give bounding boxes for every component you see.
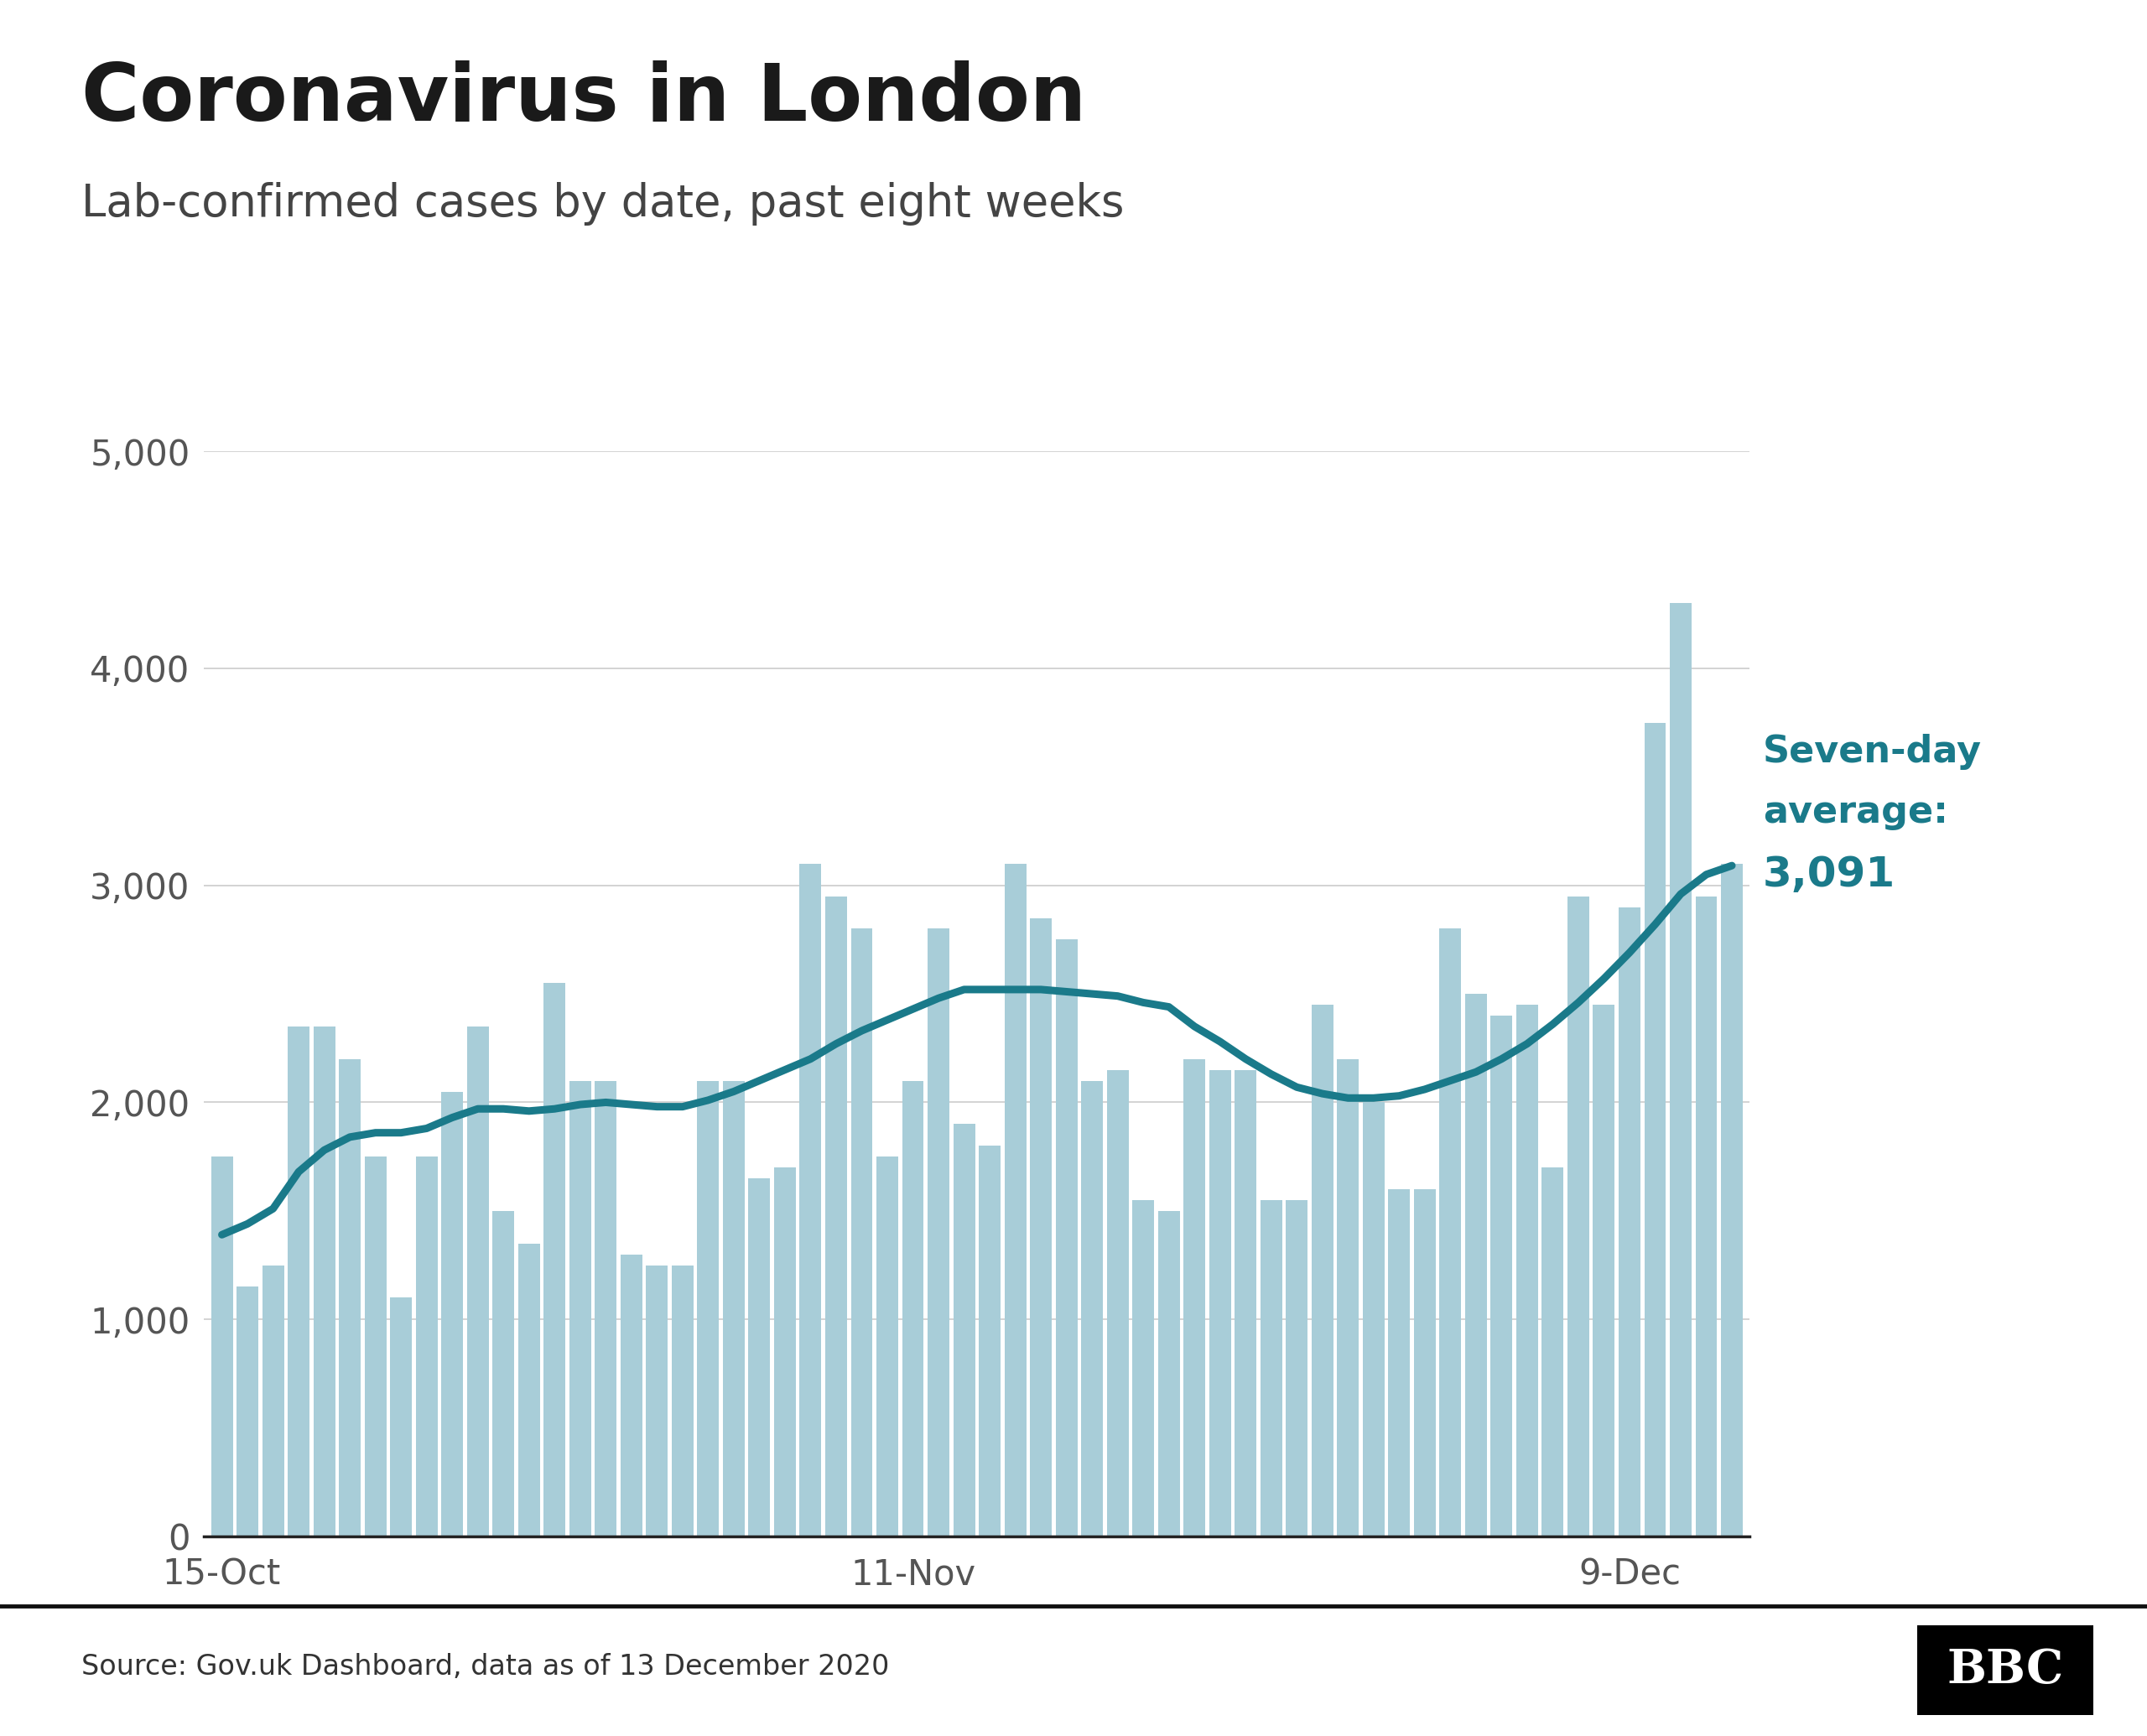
Bar [442,1092,464,1536]
Bar [850,929,872,1536]
Bar [1389,1189,1411,1536]
Bar [1490,1016,1511,1536]
Bar [1131,1200,1155,1536]
Bar [1438,929,1462,1536]
Bar [1082,1080,1104,1536]
Text: Coronavirus in London: Coronavirus in London [82,61,1086,137]
Bar [1415,1189,1436,1536]
Text: Seven-day: Seven-day [1763,733,1982,769]
Bar [391,1299,412,1536]
Bar [646,1266,668,1536]
Bar [1338,1059,1359,1536]
Bar [928,929,949,1536]
Bar [1235,1069,1256,1536]
Bar [749,1179,771,1536]
Bar [417,1156,438,1536]
Bar [1005,863,1026,1536]
Bar [799,863,822,1536]
Bar [288,1026,309,1536]
Bar [1645,722,1666,1536]
Bar [1031,918,1052,1536]
Bar [339,1059,361,1536]
Bar [262,1266,283,1536]
Bar [1056,939,1078,1536]
Bar [236,1286,258,1536]
Bar [979,1146,1001,1536]
Bar [1260,1200,1282,1536]
Bar [620,1253,642,1536]
Bar [1516,1005,1537,1536]
Text: BBC: BBC [1947,1647,2063,1693]
Bar [1286,1200,1308,1536]
Bar [1567,896,1589,1536]
Bar [1542,1167,1563,1536]
Bar [1464,993,1488,1536]
Bar [1209,1069,1230,1536]
Text: Lab-confirmed cases by date, past eight weeks: Lab-confirmed cases by date, past eight … [82,182,1125,226]
Text: 3,091: 3,091 [1763,854,1896,896]
Bar [1312,1005,1333,1536]
Bar [902,1080,923,1536]
Bar [1619,906,1640,1536]
Bar [543,983,565,1536]
Bar [724,1080,745,1536]
Bar [1722,863,1743,1536]
Bar [466,1026,490,1536]
Bar [595,1080,616,1536]
Bar [876,1156,897,1536]
Bar [1593,1005,1615,1536]
Bar [1183,1059,1204,1536]
Bar [775,1167,797,1536]
Bar [1670,602,1692,1536]
Bar [365,1156,386,1536]
Bar [569,1080,590,1536]
Bar [953,1125,975,1536]
Bar [824,896,848,1536]
Bar [492,1212,515,1536]
Bar [517,1243,539,1536]
Bar [672,1266,693,1536]
Bar [1363,1102,1385,1536]
Bar [1106,1069,1129,1536]
Bar [1696,896,1718,1536]
Bar [698,1080,719,1536]
Bar [313,1026,335,1536]
Text: Source: Gov.uk Dashboard, data as of 13 December 2020: Source: Gov.uk Dashboard, data as of 13 … [82,1653,889,1680]
Bar [1157,1212,1179,1536]
Bar [210,1156,232,1536]
Text: average:: average: [1763,793,1947,830]
